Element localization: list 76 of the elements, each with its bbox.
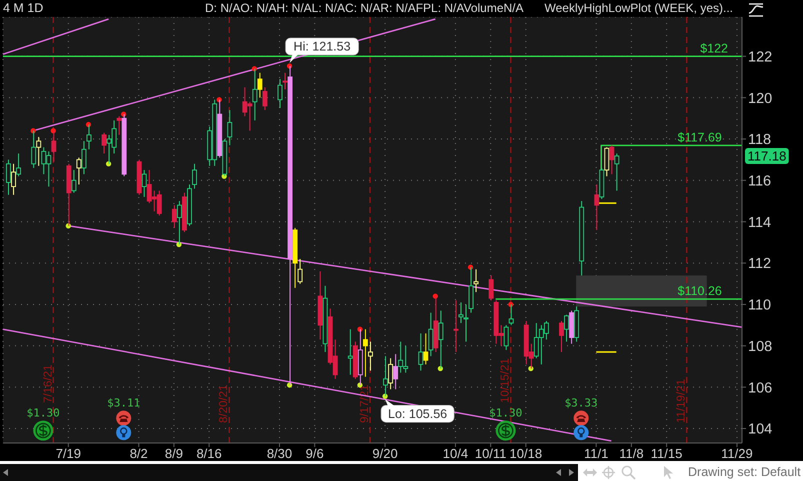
x-tick-label: 11/8 (619, 446, 644, 462)
candlestick (252, 68, 258, 121)
annotation: $3.11 (107, 396, 140, 410)
annotation: $110.26 (678, 284, 722, 298)
candlestick (116, 116, 122, 136)
x-tick-label: 8/9 (164, 446, 183, 462)
candlestick (614, 152, 620, 192)
y-tick-label: 118 (748, 132, 772, 148)
candlestick (464, 304, 468, 342)
y-tick-label: 108 (748, 338, 772, 355)
x-tick-label: 11/29 (721, 446, 753, 462)
annotation: $1.30 (489, 406, 522, 420)
x-tick-label: 8/2 (130, 446, 148, 462)
y-tick-label: 104 (748, 422, 772, 438)
candlestick (102, 132, 106, 154)
x-tick-label: 11/1 (584, 446, 608, 462)
x-tick-label: 11/15 (650, 446, 682, 462)
annotation: $117.69 (678, 130, 722, 144)
candlestick (368, 341, 373, 372)
x-tick-label: 8/16 (196, 446, 222, 462)
x-tick-label: 9/20 (372, 446, 398, 462)
candlestick (609, 144, 614, 175)
candlestick (298, 258, 303, 284)
x-tick-label: 7/19 (56, 446, 82, 462)
candlestick (559, 320, 564, 353)
y-tick-label: 116 (748, 174, 772, 190)
x-tick-label: 10/4 (442, 446, 468, 462)
annotation: Lo: 105.56 (388, 406, 448, 421)
y-tick-label: 114 (748, 214, 772, 231)
candlestick (423, 332, 428, 365)
ref-line-label: $122 (700, 41, 728, 56)
annotation: $1.30 (26, 406, 60, 420)
chart-subtitle: D: N/AO: N/AH: N/AL: N/AC: N/AR: N/AFPL: N/AVolumeN/A (205, 0, 524, 17)
candlestick (348, 328, 353, 376)
annotation: Hi: 121.53 (294, 40, 351, 54)
candlestick (468, 266, 474, 314)
candlestick (172, 204, 177, 228)
x-tick-label: 10/11 (474, 446, 506, 462)
candlestick (438, 310, 444, 370)
candlestick (458, 302, 464, 324)
y-tick-label: 110 (748, 298, 772, 314)
candlestick (51, 130, 56, 162)
candlestick (474, 268, 478, 293)
candlestick (142, 170, 147, 198)
candlestick (418, 332, 424, 372)
x-tick-label: 8/30 (266, 446, 292, 462)
candlestick (192, 163, 197, 190)
candlestick (282, 72, 288, 90)
text: WeeklyHighLowPlot (WEEK, yes)... (544, 0, 733, 17)
candlestick (278, 78, 282, 108)
x-tick-label: 10/18 (510, 446, 542, 462)
candlestick (262, 86, 268, 111)
ref-line-label: 8/20/21 (218, 384, 230, 423)
annotation: $3.33 (564, 396, 598, 410)
candlestick (227, 110, 232, 146)
candlestick (594, 184, 600, 230)
chart-title: 4 M 1D (3, 0, 44, 17)
candlestick (393, 354, 398, 390)
candlestick (71, 170, 76, 194)
candlestick (257, 72, 262, 98)
candlestick (362, 328, 368, 378)
text: Drawing set: Default (688, 464, 801, 481)
x-tick-label: 9/6 (306, 446, 324, 462)
y-tick-label: 122 (748, 49, 772, 66)
ref-line-label: 11/19/21 (676, 379, 688, 423)
candlestick (508, 304, 514, 326)
ref-line-label: 9/17/21 (358, 384, 371, 423)
ref-line-label: 7/16/21 (42, 364, 54, 403)
y-tick-label: 112 (748, 256, 772, 272)
candlestick (428, 312, 434, 357)
y-tick-label: 120 (748, 90, 772, 107)
candlestick (564, 314, 569, 342)
ref-line-label: 10/15/21 (500, 358, 512, 403)
candlestick (504, 324, 509, 350)
candlestick (488, 274, 494, 301)
y-tick-label: 106 (748, 380, 772, 396)
